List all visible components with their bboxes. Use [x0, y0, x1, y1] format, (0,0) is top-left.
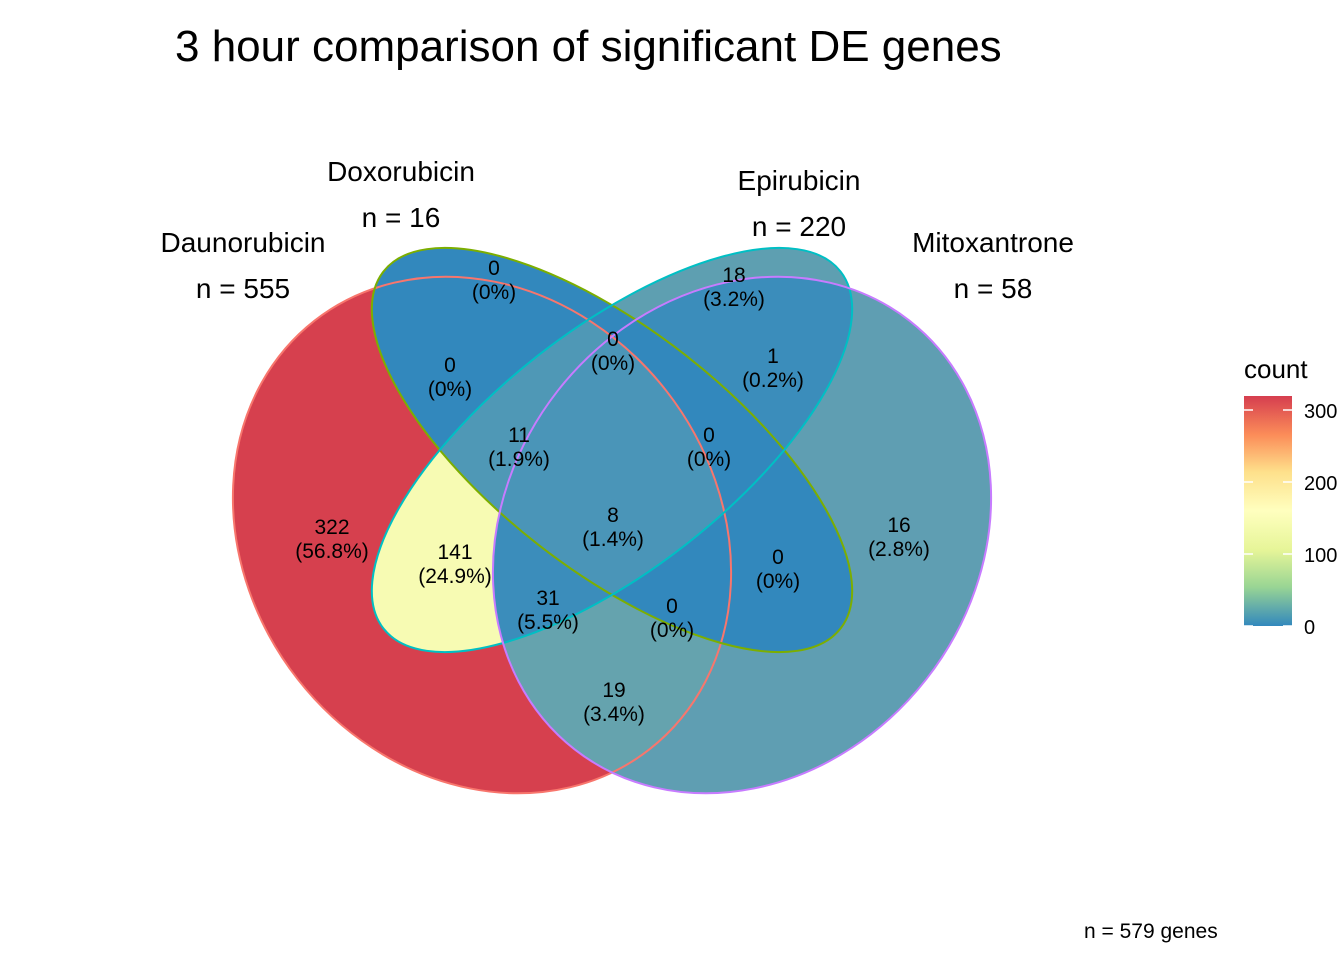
set-count-doxorubicin: n = 16: [362, 202, 441, 233]
region-count: 31: [536, 587, 559, 610]
set-label-mitoxantrone: Mitoxantrone: [912, 227, 1074, 258]
set-label-doxorubicin: Doxorubicin: [327, 156, 475, 187]
region-label-dauno-doxo-mito: 0 (0%): [650, 595, 694, 642]
legend-tick: 300: [1304, 401, 1337, 423]
legend-colorbar: [1244, 396, 1292, 626]
region-label-mito-only: 16 (2.8%): [868, 514, 930, 561]
region-pct: (3.2%): [703, 288, 765, 311]
region-pct: (3.4%): [583, 703, 645, 726]
region-count: 0: [703, 424, 715, 447]
region-label-doxo-only: 0 (0%): [472, 257, 516, 304]
region-pct: (0%): [472, 281, 516, 304]
total-genes-caption: n = 579 genes: [1084, 920, 1218, 943]
set-label-epirubicin: Epirubicin: [738, 165, 861, 196]
set-count-epirubicin: n = 220: [752, 211, 846, 242]
region-pct: (0%): [650, 619, 694, 642]
region-label-dauno-epi: 141 (24.9%): [418, 541, 492, 588]
legend-tick: 200: [1304, 473, 1337, 495]
legend-tick: 100: [1304, 545, 1337, 567]
region-count: 0: [772, 546, 784, 569]
region-label-doxo-epi-mito: 0 (0%): [687, 424, 731, 471]
region-count: 1: [767, 345, 779, 368]
region-count: 0: [488, 257, 500, 280]
region-pct: (0%): [756, 570, 800, 593]
region-pct: (1.4%): [582, 528, 644, 551]
region-pct: (0%): [428, 378, 472, 401]
region-pct: (0%): [687, 448, 731, 471]
region-count: 0: [444, 354, 456, 377]
region-label-doxo-epi: 0 (0%): [591, 328, 635, 375]
region-label-dauno-only: 322 (56.8%): [295, 516, 369, 563]
set-label-daunorubicin: Daunorubicin: [161, 227, 326, 258]
outline-daunorubicin: [231, 275, 733, 795]
region-count: 11: [508, 424, 530, 447]
region-count: 8: [607, 504, 619, 527]
region-count: 141: [437, 541, 472, 564]
region-pct: (1.9%): [488, 448, 550, 471]
region-count: 0: [666, 595, 678, 618]
region-pct: (0%): [591, 352, 635, 375]
outline-doxorubicin: [370, 246, 854, 654]
region-count: 16: [887, 514, 910, 537]
region-label-epi-mito: 1 (0.2%): [742, 345, 804, 392]
set-count-mitoxantrone: n = 58: [954, 273, 1033, 304]
chart-title: 3 hour comparison of significant DE gene…: [175, 22, 1002, 71]
region-label-dauno-epi-mito: 31 (5.5%): [517, 587, 579, 634]
region-pct: (0.2%): [742, 369, 804, 392]
region-label-all-four: 8 (1.4%): [582, 504, 644, 551]
region-pct: (24.9%): [418, 565, 492, 588]
region-label-doxo-mito: 0 (0%): [756, 546, 800, 593]
legend-tick: 0: [1304, 617, 1315, 639]
region-label-dauno-doxo-epi: 11 (1.9%): [488, 424, 550, 471]
region-pct: (56.8%): [295, 540, 369, 563]
legend-title: count: [1244, 354, 1308, 384]
region-count: 19: [602, 679, 625, 702]
region-pct: (2.8%): [868, 538, 930, 561]
region-count: 322: [314, 516, 349, 539]
set-count-daunorubicin: n = 555: [196, 273, 290, 304]
outline-epirubicin: [370, 246, 854, 654]
region-count: 18: [722, 264, 745, 287]
region-label-epi-only: 18 (3.2%): [703, 264, 765, 311]
region-count: 0: [607, 328, 619, 351]
region-label-dauno-doxo: 0 (0%): [428, 354, 472, 401]
region-label-dauno-mito: 19 (3.4%): [583, 679, 645, 726]
color-legend: count 300 200 100 0: [1244, 354, 1337, 639]
region-pct: (5.5%): [517, 611, 579, 634]
outline-mitoxantrone: [491, 275, 993, 795]
